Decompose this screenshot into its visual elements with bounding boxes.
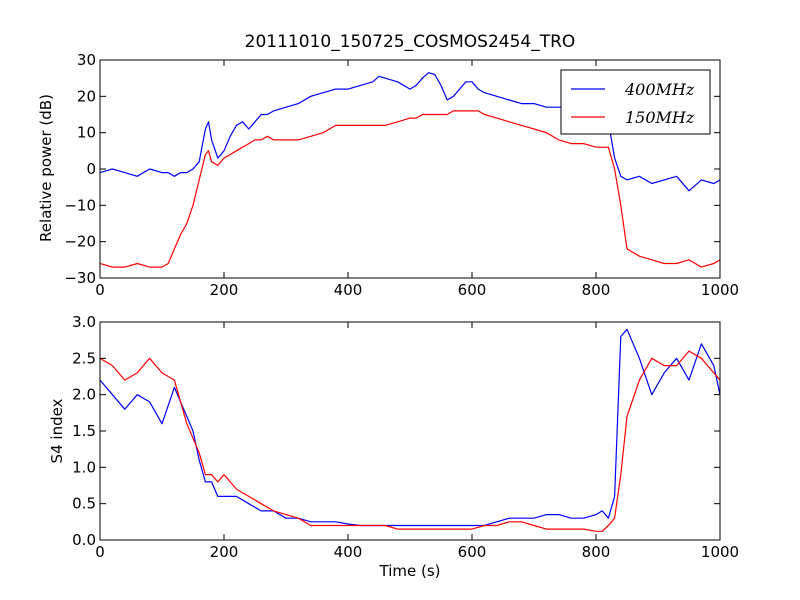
legend-box xyxy=(560,69,711,135)
s4-y-tick-label: 3.0 xyxy=(72,313,96,331)
power-y-tick-label: −20 xyxy=(64,233,96,251)
power-y-tick-label: 10 xyxy=(77,124,96,142)
chart-title: 20111010_150725_COSMOS2454_TRO xyxy=(245,32,576,52)
s4-series-400mhz xyxy=(100,328,720,527)
s4-x-tick-label: 200 xyxy=(210,543,239,561)
legend-label-400mhz: 400MHz xyxy=(624,80,695,99)
s4-series-150mhz xyxy=(100,350,720,532)
s4-x-tick-label: 600 xyxy=(458,543,487,561)
power-x-tick-label: 1000 xyxy=(701,281,739,299)
s4-y-tick-label: 0.5 xyxy=(72,495,96,513)
power-x-tick-label: 400 xyxy=(334,281,363,299)
power-x-tick-label: 0 xyxy=(95,281,105,299)
power-x-tick-label: 800 xyxy=(582,281,611,299)
power-x-tick-label: 600 xyxy=(458,281,487,299)
power-x-tick-label: 200 xyxy=(210,281,239,299)
s4-panel: S4 index Time (s) 0 200 400 600 800 1000 0.0 0.… xyxy=(48,313,739,580)
s4-y-tick-label: 2.0 xyxy=(72,386,96,404)
s4-y-tick-label: 1.5 xyxy=(72,422,96,440)
power-y-tick-label: −10 xyxy=(64,196,96,214)
power-y-tick-label: 30 xyxy=(77,51,96,69)
s4-y-tick-label: 2.5 xyxy=(72,349,96,367)
legend: 400MHz 150MHz xyxy=(560,69,711,135)
s4-x-tick-label: 1000 xyxy=(701,543,739,561)
power-y-axis-label: Relative power (dB) xyxy=(37,94,55,242)
power-y-tick-label: 0 xyxy=(86,160,96,178)
s4-y-tick-label: 0.0 xyxy=(72,531,96,549)
s4-y-tick-label: 1.0 xyxy=(72,458,96,476)
s4-x-tick-label: 800 xyxy=(582,543,611,561)
s4-x-tick-label: 0 xyxy=(95,543,105,561)
s4-x-tick-label: 400 xyxy=(334,543,363,561)
legend-label-150mhz: 150MHz xyxy=(625,108,695,127)
time-x-axis-label: Time (s) xyxy=(379,562,441,580)
power-y-tick-label: 20 xyxy=(77,87,96,105)
s4-y-axis-label: S4 index xyxy=(48,398,66,463)
power-series-150mhz xyxy=(100,110,720,268)
power-y-tick-label: −30 xyxy=(64,269,96,287)
power-panel: Relative power (dB) 0 200 400 600 800 1000−30… xyxy=(37,51,739,299)
